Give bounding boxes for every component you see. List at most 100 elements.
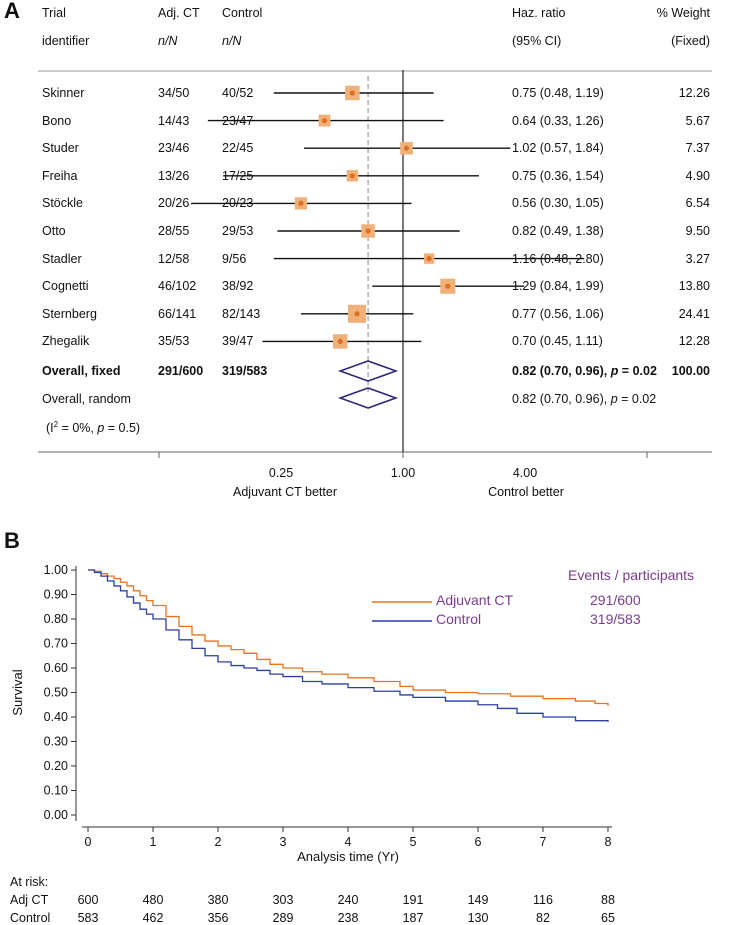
overall-fixed-label: Overall, fixed — [42, 364, 121, 378]
het-prefix: (I — [46, 421, 54, 436]
at-risk-value: 462 — [142, 911, 164, 925]
overall-fixed-weight: 100.00 — [671, 364, 710, 378]
adj-count: 46/102 — [158, 279, 197, 293]
at-risk-value: 65 — [601, 911, 615, 925]
forest-plot — [38, 70, 712, 458]
header-adj-nn: n/N — [158, 34, 178, 48]
km-legend-adj-name: Adjuvant CT — [436, 592, 514, 608]
overall-fixed-p-label: p — [610, 364, 619, 378]
adj-count: 28/55 — [158, 224, 190, 238]
heterogeneity-text: (I2 = 0%, p = 0.5) — [46, 420, 140, 435]
point-estimate — [354, 311, 360, 317]
y-tick-label: 0.90 — [44, 588, 68, 602]
weight-value: 9.50 — [685, 224, 710, 238]
y-tick-label: 0.80 — [44, 612, 68, 626]
header-control-nn: n/N — [222, 34, 242, 48]
trial-name: Bono — [42, 114, 72, 128]
at-risk-value: 480 — [142, 893, 164, 907]
x-tick-label: 0 — [85, 835, 92, 849]
point-estimate — [337, 338, 343, 344]
adj-count: 20/26 — [158, 196, 190, 210]
overall-fixed-p-text: = 0.02 — [618, 364, 657, 378]
hazard-ratio-text: 0.82 (0.49, 1.38) — [512, 224, 604, 238]
control-count: 38/92 — [222, 279, 254, 293]
overall-diamond — [337, 360, 399, 382]
point-estimate — [349, 173, 355, 179]
y-tick-label: 0.00 — [44, 808, 68, 822]
control-count: 22/45 — [222, 141, 254, 155]
header-weight: % Weight — [656, 6, 710, 20]
at-risk-value: 116 — [533, 893, 553, 907]
forest-tick-400: 4.00 — [512, 466, 538, 480]
trial-name: Skinner — [42, 86, 85, 100]
at-risk-value: 191 — [402, 893, 424, 907]
header-fixed: (Fixed) — [671, 34, 710, 48]
adj-count: 34/50 — [158, 86, 190, 100]
x-tick-label: 8 — [605, 835, 612, 849]
header-ci: (95% CI) — [512, 34, 562, 48]
forest-tick-025: 0.25 — [268, 466, 294, 480]
overall-fixed-hr: 0.82 (0.70, 0.96), p = 0.02 — [512, 364, 657, 378]
at-risk-value: 187 — [402, 911, 424, 925]
weight-value: 3.27 — [685, 252, 710, 266]
control-count: 40/52 — [222, 86, 254, 100]
weight-value: 24.41 — [678, 307, 710, 321]
weight-value: 12.28 — [678, 334, 710, 348]
header-identifier: identifier — [42, 34, 90, 48]
forest-left-label: Adjuvant CT better — [233, 485, 337, 499]
point-estimate — [321, 118, 328, 124]
panel-b-letter: B — [4, 528, 20, 553]
survival-curve — [88, 569, 609, 706]
at-risk-value: 130 — [467, 911, 489, 925]
y-tick-label: 0.10 — [44, 784, 68, 798]
weight-value: 5.67 — [685, 114, 710, 128]
y-tick-label: 0.30 — [44, 735, 68, 749]
at-risk-value: 380 — [207, 893, 229, 907]
control-count: 29/53 — [222, 224, 254, 238]
weight-value: 13.80 — [678, 279, 710, 293]
x-tick-label: 5 — [410, 835, 417, 849]
point-estimate — [298, 200, 304, 206]
overall-random-hr-text: 0.82 (0.70, 0.96), — [512, 392, 608, 406]
km-legend-adj-value: 291/600 — [590, 592, 641, 608]
hazard-ratio-text: 0.64 (0.33, 1.26) — [512, 114, 604, 128]
km-legend-ctrl-value: 319/583 — [590, 611, 641, 627]
weight-value: 12.26 — [678, 86, 710, 100]
hazard-ratio-text: 1.29 (0.84, 1.99) — [512, 279, 604, 293]
y-tick-label: 0.50 — [44, 686, 68, 700]
at-risk-value: 88 — [601, 893, 615, 907]
adj-count: 66/141 — [158, 307, 197, 321]
adj-count: 35/53 — [158, 334, 190, 348]
hazard-ratio-text: 0.75 (0.48, 1.19) — [512, 86, 604, 100]
at-risk-value: 356 — [207, 911, 229, 925]
overall-fixed-hr-text: 0.82 (0.70, 0.96), — [512, 364, 608, 378]
het-sup: 2 — [53, 420, 59, 429]
panel-a-letter: A — [4, 0, 20, 23]
x-tick-label: 4 — [345, 835, 352, 849]
y-tick-label: 1.00 — [44, 563, 68, 577]
forest-tick-100: 1.00 — [390, 466, 416, 480]
trial-name: Freiha — [42, 169, 78, 183]
x-axis-label: Analysis time (Yr) — [297, 849, 399, 864]
at-risk-value: 289 — [272, 911, 294, 925]
y-tick-label: 0.40 — [44, 710, 68, 724]
x-tick-label: 3 — [280, 835, 287, 849]
point-estimate — [426, 256, 432, 262]
x-tick-label: 2 — [215, 835, 222, 849]
overall-random-p-text: = 0.02 — [617, 392, 657, 406]
header-adj-ct: Adj. CT — [158, 6, 200, 20]
y-tick-label: 0.70 — [44, 637, 68, 651]
point-estimate — [403, 145, 410, 151]
overall-random-label: Overall, random — [42, 392, 131, 406]
adj-count: 12/58 — [158, 252, 190, 266]
trial-name: Stöckle — [42, 196, 83, 210]
weight-value: 6.54 — [685, 196, 710, 210]
point-estimate — [365, 228, 371, 234]
het-suffix: = 0.5) — [104, 421, 141, 436]
y-tick-label: 0.20 — [44, 759, 68, 773]
header-control: Control — [222, 6, 263, 20]
weight-value: 7.37 — [685, 141, 710, 155]
at-risk-label: Adj CT — [10, 893, 49, 907]
at-risk-value: 238 — [337, 911, 359, 925]
y-tick-label: 0.60 — [44, 661, 68, 675]
